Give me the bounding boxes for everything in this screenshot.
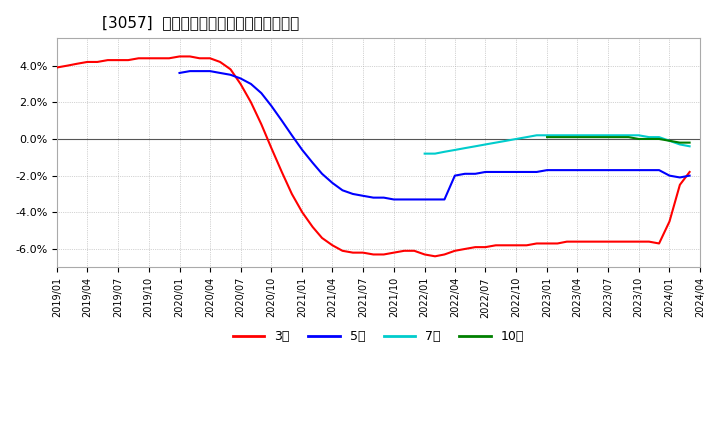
Text: [3057]  経常利益マージンの平均値の推移: [3057] 経常利益マージンの平均値の推移 bbox=[102, 15, 300, 30]
Legend: 3年, 5年, 7年, 10年: 3年, 5年, 7年, 10年 bbox=[228, 325, 529, 348]
